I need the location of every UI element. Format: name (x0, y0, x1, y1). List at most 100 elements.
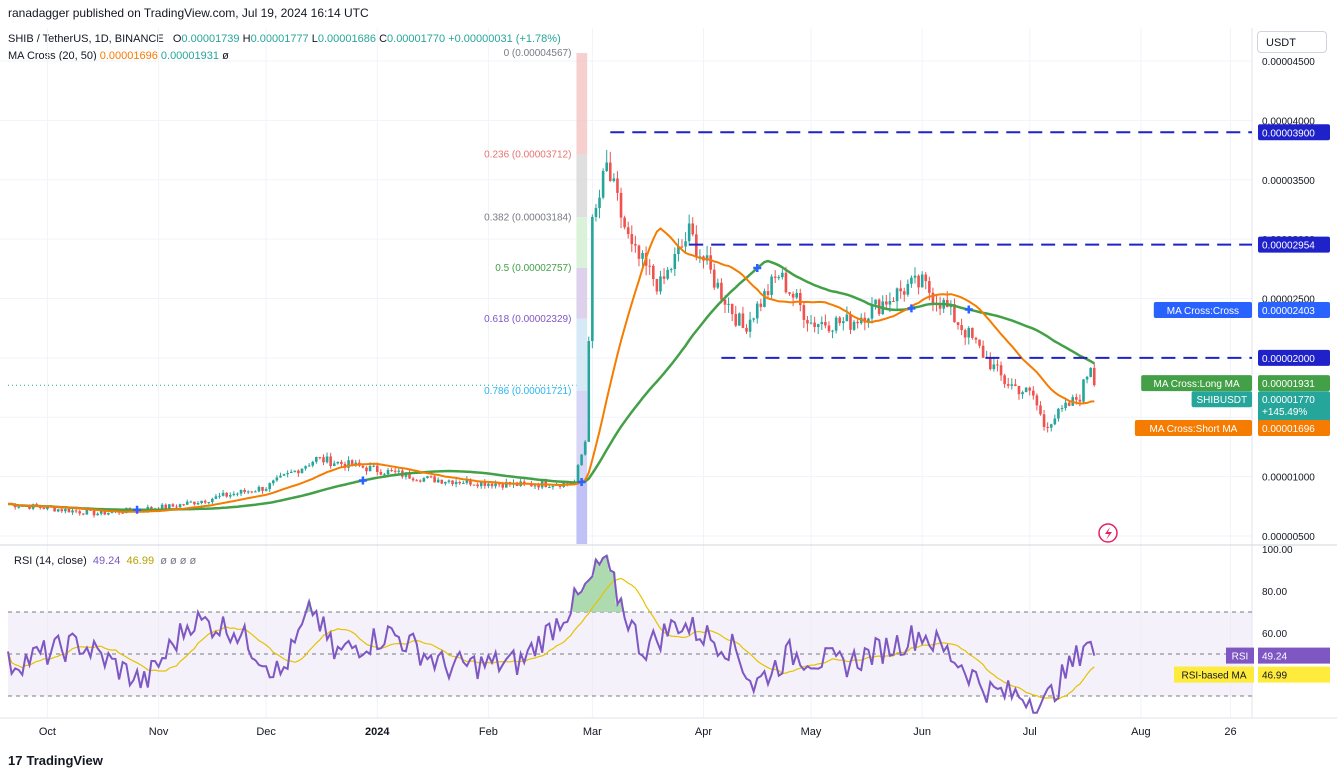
rsi-tick: 60.00 (1262, 629, 1287, 640)
fib-label: 0.618 (0.00002329) (484, 314, 571, 325)
candle-body (669, 269, 673, 271)
candle-body (594, 208, 598, 217)
candle-body (487, 483, 490, 486)
candle-body (461, 482, 465, 484)
candle-body (820, 322, 824, 325)
candle-body (583, 441, 587, 455)
fib-band (576, 482, 588, 544)
candle-body (304, 466, 307, 469)
time-tick: Jul (1023, 726, 1037, 738)
candle-body (1075, 397, 1078, 400)
candle-body (695, 234, 698, 258)
candle-body (85, 509, 89, 515)
candle-body (207, 502, 211, 504)
time-tick: Dec (256, 726, 276, 738)
candle-body (440, 479, 444, 484)
candle-body (89, 509, 92, 511)
candle-body (329, 456, 332, 467)
candle-body (1089, 367, 1092, 377)
candle-body (938, 303, 942, 309)
candle-body (415, 480, 418, 482)
candle-body (505, 482, 508, 488)
candle-body (598, 197, 601, 209)
candle-body (824, 322, 827, 326)
time-tick: Nov (149, 726, 169, 738)
candle-body (612, 178, 616, 181)
ma-cross-legend[interactable]: MA Cross (20, 50) 0.00001696 0.00001931 … (8, 50, 229, 62)
candle-body (372, 465, 375, 467)
candle-body (92, 509, 96, 516)
rsi-value-box (1258, 647, 1330, 664)
price-label: 0.00002954 (1258, 236, 1330, 253)
candle-body (687, 223, 691, 242)
candle-body (350, 460, 354, 466)
candle-body (1042, 414, 1046, 427)
candle-body (1039, 405, 1042, 415)
rsi-ma-value: 46.99 (126, 555, 155, 567)
tradingview-logo[interactable]: 17 TradingView (8, 753, 103, 768)
candle-body (533, 485, 537, 487)
price-tick: 0.00000500 (1262, 532, 1315, 543)
price-label-value: 0.00002403 (1262, 306, 1315, 317)
candle-body (842, 321, 845, 324)
candle-body (447, 480, 451, 482)
candle-body (279, 475, 282, 478)
candle-body (931, 292, 935, 304)
fib-label: 0.382 (0.00003184) (484, 212, 571, 223)
candle-body (383, 474, 386, 476)
candle-body (497, 483, 501, 485)
visibility-icon[interactable]: ø (222, 50, 229, 62)
symbol-name[interactable]: SHIB / TetherUS, 1D, BINANCE (8, 33, 164, 45)
candle-body (928, 281, 931, 293)
candle-body (81, 513, 85, 515)
candle-body (1085, 376, 1089, 380)
currency-button[interactable]: USDT (1257, 31, 1327, 53)
candle-body (641, 253, 644, 259)
candle-body (164, 504, 168, 509)
rsi-extras: ø ø ø ø (160, 555, 197, 567)
candle-body (716, 282, 720, 288)
high-value: 0.00001777 (250, 33, 309, 45)
candle-body (522, 481, 526, 484)
rsi-ma-line (7, 577, 1095, 700)
candle-body (587, 341, 591, 442)
ma-short-line (8, 227, 1095, 513)
candle-body (684, 241, 687, 247)
rsi-legend[interactable]: RSI (14, close) 49.24 46.99 ø ø ø ø (14, 555, 196, 567)
open-label: O (172, 33, 182, 45)
candle-body (243, 489, 246, 493)
rsi-pane: 100.00 80.00 60.00 RSI 49.24 RSI-based MA 46.9… (7, 545, 1330, 714)
fib-label: 0 (0.00004567) (504, 48, 572, 59)
tradingview-brand: TradingView (26, 753, 103, 768)
candle-body (56, 509, 60, 512)
candle-body (913, 275, 917, 278)
candle-body (361, 465, 365, 468)
candle-body (1057, 408, 1060, 419)
candle-body (261, 486, 264, 491)
candle-body (802, 305, 806, 320)
candle-body (777, 277, 781, 279)
symbol-legend: SHIB / TetherUS, 1D, BINANCE O0.00001739… (8, 33, 561, 45)
cross-marker (577, 477, 586, 486)
candle-body (444, 481, 447, 484)
candle-body (773, 276, 777, 278)
candle-body (107, 512, 110, 515)
candle-body (426, 476, 429, 479)
rsi-ma-label: RSI-based MA 46.99 (1174, 666, 1330, 683)
fibonacci-retracement: 0 (0.00004567) 0.236 (0.00003712) 0.382 (0… (8, 48, 588, 544)
candle-body (1003, 375, 1006, 385)
candle-body (1024, 387, 1028, 393)
candle-body (834, 317, 838, 331)
candle-body (325, 456, 329, 463)
rsi-overbought-fill (307, 555, 623, 612)
rsi-ma-box (1258, 666, 1330, 683)
candle-body (332, 463, 336, 467)
candle-body (626, 227, 630, 235)
rsi-ma-name: RSI-based MA (1181, 671, 1246, 682)
candle-body (601, 170, 605, 198)
candle-body (924, 274, 928, 282)
price-label-value: 0.00001696 (1262, 424, 1315, 435)
candle-body (250, 491, 254, 493)
candle-body (705, 255, 709, 261)
